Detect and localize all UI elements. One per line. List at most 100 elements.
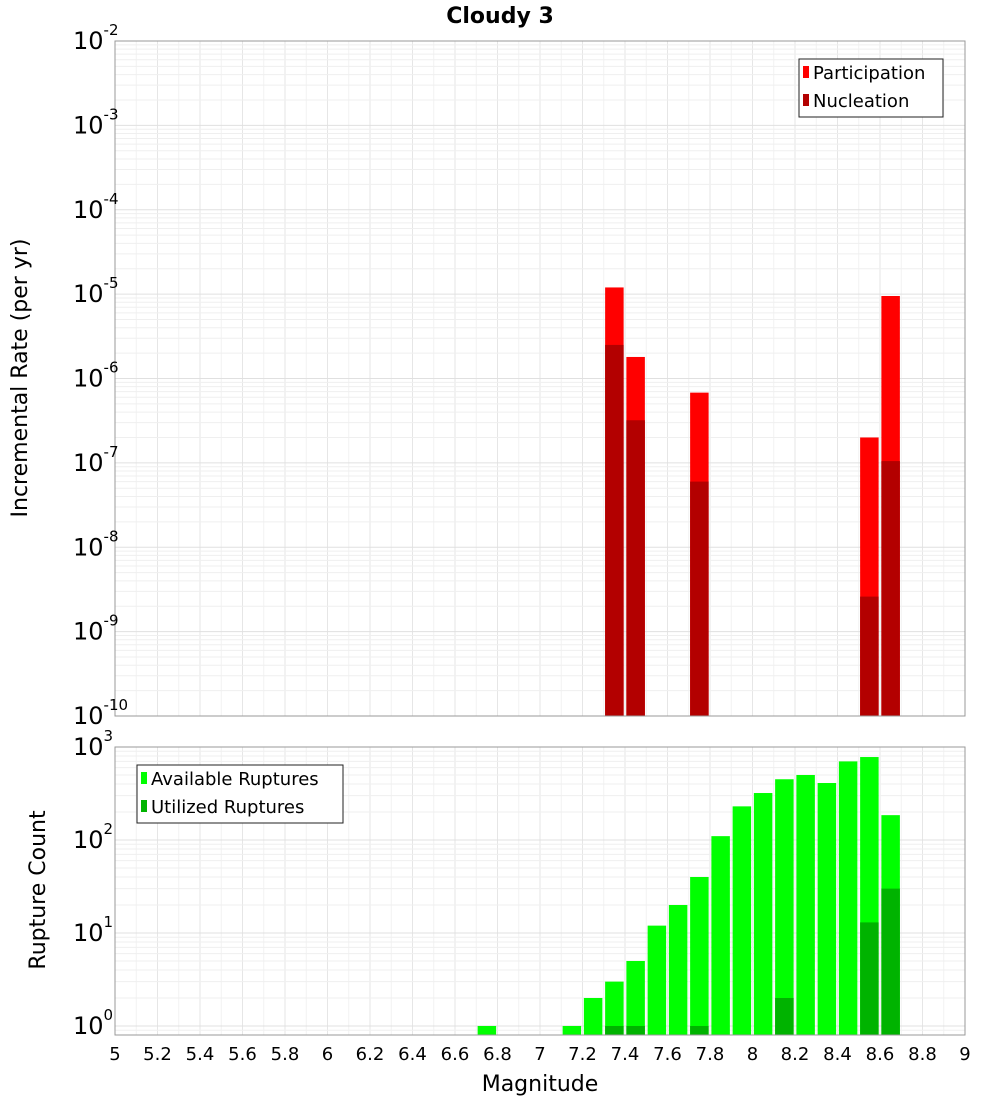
y-tick-exponent: -10: [104, 696, 129, 714]
y-tick-base: 10: [73, 365, 104, 393]
y-tick-exponent: -8: [104, 527, 119, 545]
y-axis-label-count: Rupture Count: [26, 810, 51, 970]
y-tick-base: 10: [73, 919, 104, 947]
bar-series-group: [605, 287, 900, 716]
x-tick-label: 7: [534, 1044, 545, 1065]
y-tick-base: 10: [73, 111, 104, 139]
y-tick-exponent: -7: [104, 443, 119, 461]
y-tick-exponent: -9: [104, 612, 119, 630]
x-tick-labels: 5 5.2 5.4 5.6 5.8 6 6.2 6.4 6.6 6.8 7 7.2 7.4 7.6 7.8 8…: [109, 1044, 970, 1065]
y-tick-label: 102: [73, 820, 113, 854]
x-tick-label: 6.2: [356, 1044, 385, 1065]
bar-overlay-nucleation: [860, 596, 879, 716]
bar-available-ruptures: [477, 1025, 497, 1035]
y-tick-label: 10-5: [73, 274, 119, 308]
legend-entry: Utilized Ruptures: [151, 797, 304, 818]
y-tick-exponent: -5: [104, 274, 119, 292]
x-tick-label: 6.8: [483, 1044, 512, 1065]
y-tick-base: 10: [73, 196, 104, 224]
bar-available-ruptures: [690, 877, 709, 1035]
bar-overlay-nucleation: [605, 344, 624, 716]
bar-available-ruptures: [711, 836, 730, 1035]
y-tick-label: 10-7: [73, 443, 119, 477]
y-tick-label: 103: [73, 727, 113, 761]
x-axis-label: Magnitude: [482, 1072, 599, 1097]
y-tick-label: 101: [73, 913, 113, 947]
legend-swatch: [141, 772, 147, 784]
bar-overlay-utilized-ruptures: [775, 997, 794, 1035]
y-tick-base: 10: [73, 733, 104, 761]
y-tick-exponent: 2: [104, 820, 114, 838]
y-tick-base: 10: [73, 27, 104, 55]
y-tick-exponent: 0: [104, 1006, 114, 1024]
bar-available-ruptures: [838, 761, 858, 1035]
y-tick-base: 10: [73, 533, 104, 561]
legend-entry: Participation: [813, 63, 925, 84]
y-tick-exponent: -4: [104, 190, 119, 208]
x-tick-label: 7.4: [611, 1044, 640, 1065]
y-tick-exponent: -2: [104, 21, 119, 39]
legend-box: [798, 58, 944, 118]
bar-overlay-nucleation: [690, 481, 709, 716]
x-tick-label: 6.6: [441, 1044, 470, 1065]
legend-swatch: [141, 800, 147, 812]
x-tick-label: 8.4: [823, 1044, 852, 1065]
bar-series-group: [477, 757, 900, 1035]
bar-overlay-utilized-ruptures: [626, 1025, 645, 1035]
bar-available-ruptures: [605, 981, 624, 1035]
y-tick-label: 100: [73, 1006, 113, 1040]
legend-entry: Available Ruptures: [151, 769, 319, 790]
bar-available-ruptures: [753, 793, 773, 1035]
x-tick-label: 6: [322, 1044, 333, 1065]
x-tick-label: 7.6: [653, 1044, 682, 1065]
bar-available-ruptures: [668, 904, 688, 1035]
legend-entry: Nucleation: [813, 91, 909, 112]
x-tick-label: 5.2: [143, 1044, 172, 1065]
bar-available-ruptures: [583, 997, 603, 1035]
y-tick-base: 10: [73, 826, 104, 854]
bar-available-ruptures: [775, 779, 794, 1035]
x-tick-label: 8.6: [866, 1044, 895, 1065]
legend-swatch: [803, 94, 809, 106]
bar-available-ruptures: [796, 774, 815, 1035]
bar-available-ruptures: [817, 783, 837, 1035]
bar-available-ruptures: [732, 806, 752, 1035]
bar-overlay-utilized-ruptures: [605, 1025, 624, 1035]
y-tick-label: 10-3: [73, 105, 119, 139]
y-tick-exponent: -6: [104, 359, 119, 377]
x-tick-label: 5.8: [271, 1044, 300, 1065]
bar-overlay-nucleation: [626, 420, 645, 716]
y-tick-base: 10: [73, 618, 104, 646]
y-tick-exponent: 1: [104, 913, 114, 931]
bar-available-ruptures: [562, 1025, 582, 1035]
legend: Participation Nucleation: [798, 58, 944, 118]
y-axis-label-rate: Incremental Rate (per yr): [8, 239, 33, 518]
y-tick-label: 10-2: [73, 21, 119, 55]
y-tick-base: 10: [73, 280, 104, 308]
y-tick-exponent: -3: [104, 105, 119, 123]
y-tick-base: 10: [73, 449, 104, 477]
bar-overlay-utilized-ruptures: [860, 922, 879, 1035]
plot-frame: [114, 746, 966, 1036]
grid-lines: [114, 40, 966, 717]
y-tick-label: 10-8: [73, 527, 119, 561]
legend-swatch: [803, 66, 809, 78]
x-tick-label: 8: [747, 1044, 758, 1065]
legend: Available Ruptures Utilized Ruptures: [136, 764, 344, 824]
x-tick-label: 6.4: [398, 1044, 427, 1065]
x-tick-label: 5.4: [186, 1044, 215, 1065]
x-tick-label: 8.8: [908, 1044, 937, 1065]
x-tick-label: 5.6: [228, 1044, 257, 1065]
x-tick-label: 7.2: [568, 1044, 597, 1065]
x-tick-label: 9: [959, 1044, 970, 1065]
bar-overlay-utilized-ruptures: [881, 888, 900, 1035]
x-tick-label: 8.2: [781, 1044, 810, 1065]
bar-available-ruptures: [647, 925, 667, 1035]
y-tick-base: 10: [73, 1012, 104, 1040]
bar-available-ruptures: [626, 960, 645, 1035]
y-tick-base: 10: [73, 702, 104, 730]
